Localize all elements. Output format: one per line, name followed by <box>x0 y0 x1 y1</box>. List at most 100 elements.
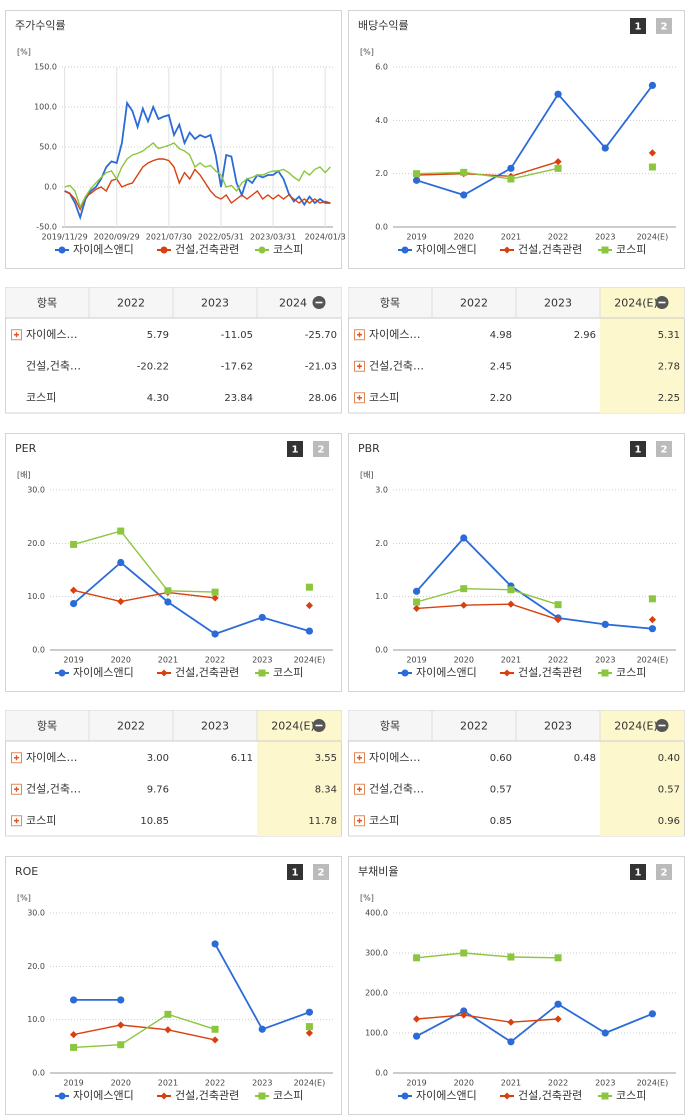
x-tick-label: 2024/01/3 <box>305 233 346 242</box>
row-label: 자이에스… <box>369 751 420 764</box>
page-button[interactable] <box>313 441 329 457</box>
page-button-label[interactable]: 2 <box>318 868 325 879</box>
marker <box>211 594 219 602</box>
series-line <box>64 158 331 212</box>
chart-panel: 주가수익률 [%] -50.0 0.0 50.0 100.0 150.0 2019/11/29… <box>5 10 346 269</box>
marker <box>554 90 562 98</box>
column-header: 2024(E) <box>614 297 658 310</box>
expand-plus <box>357 818 362 824</box>
expand-plus <box>14 332 19 338</box>
legend-marker <box>401 246 409 254</box>
legend-marker <box>503 1092 511 1100</box>
expand-plus <box>357 363 362 369</box>
column-header: 항목 <box>380 297 400 310</box>
marker <box>554 954 562 962</box>
x-tick-label: 2022 <box>548 1079 568 1088</box>
marker <box>460 168 468 176</box>
chart-title: 주가수익률 <box>15 19 66 32</box>
page-button[interactable] <box>630 441 646 457</box>
legend-label: 건설,건축관련 <box>175 243 239 256</box>
legend-marker <box>258 1092 266 1100</box>
page-button[interactable] <box>630 18 646 34</box>
page-button-label[interactable]: 2 <box>661 445 668 456</box>
x-tick-label: 2021 <box>158 1079 178 1088</box>
legend-label: 건설,건축관련 <box>518 1089 582 1102</box>
marker <box>117 1041 125 1049</box>
page-button[interactable] <box>656 864 672 880</box>
table-cell: 9.76 <box>147 784 169 795</box>
y-tick-label: 100.0 <box>365 1029 388 1038</box>
marker <box>460 1007 468 1015</box>
y-tick-label: 150.0 <box>34 63 57 72</box>
page-button[interactable] <box>656 18 672 34</box>
panel-border <box>348 856 685 1115</box>
page-button-label[interactable]: 1 <box>635 868 642 879</box>
legend-label: 건설,건축관련 <box>518 243 582 256</box>
x-tick-label: 2023 <box>595 1079 615 1088</box>
page-button[interactable] <box>630 864 646 880</box>
panel-border <box>348 10 685 269</box>
page-button-label[interactable]: 2 <box>661 868 668 879</box>
table-cell: 2.78 <box>658 361 680 372</box>
marker <box>507 1038 515 1046</box>
y-tick-label: 20.0 <box>27 539 45 548</box>
page-button-label[interactable]: 1 <box>292 868 299 879</box>
legend-label: 자이에스앤디 <box>73 666 134 679</box>
legend-marker <box>503 246 511 254</box>
unit-label: [배] <box>360 471 374 480</box>
y-tick-label: -50.0 <box>36 223 57 232</box>
table-cell: 5.79 <box>147 330 169 341</box>
marker <box>412 176 421 184</box>
y-tick-label: 20.0 <box>27 962 45 971</box>
row-label: 건설,건축… <box>369 782 424 795</box>
page-button-label[interactable]: 1 <box>292 445 299 456</box>
chart-panel: ROE 1 2 [%] 0.0 10.0 20.0 30.0 2019 2020 2021 2022 2… <box>5 856 342 1115</box>
marker <box>117 996 125 1004</box>
y-tick-label: 3.0 <box>375 486 388 495</box>
legend-marker <box>58 669 66 677</box>
marker <box>164 598 172 606</box>
page-button-label[interactable]: 2 <box>661 22 668 33</box>
page-button-label[interactable]: 1 <box>635 445 642 456</box>
y-tick-label: 1.0 <box>375 592 388 601</box>
page-button[interactable] <box>313 864 329 880</box>
highlight-column <box>600 287 684 413</box>
legend-label: 건설,건축관련 <box>175 1089 239 1102</box>
marker <box>554 164 562 172</box>
x-tick-label: 2021 <box>501 656 521 665</box>
table-cell: -21.03 <box>305 361 337 372</box>
page-button[interactable] <box>287 441 303 457</box>
table-cell: 28.06 <box>308 393 337 404</box>
marker <box>305 627 314 635</box>
y-tick-label: 0.0 <box>32 1069 45 1078</box>
marker <box>507 586 515 594</box>
x-tick-label: 2020 <box>454 1079 474 1088</box>
unit-label: [%] <box>17 894 31 903</box>
y-tick-label: 200.0 <box>365 989 388 998</box>
page-button-label[interactable]: 1 <box>635 22 642 33</box>
page-button[interactable] <box>656 441 672 457</box>
legend-marker <box>58 1092 66 1100</box>
x-tick-label: 2023 <box>252 656 272 665</box>
x-tick-label: 2022 <box>548 233 568 242</box>
table-cell: 6.11 <box>231 753 253 764</box>
table-cell: 0.57 <box>658 784 680 795</box>
x-tick-label: 2021 <box>158 656 178 665</box>
column-header: 2022 <box>117 297 145 310</box>
table-cell: 10.85 <box>140 816 169 827</box>
row-label: 자이에스… <box>369 328 420 341</box>
column-header: 2023 <box>201 297 229 310</box>
marker <box>258 613 266 622</box>
legend-marker <box>160 669 168 677</box>
page-button-label[interactable]: 2 <box>318 445 325 456</box>
page-button[interactable] <box>287 864 303 880</box>
marker <box>507 1018 515 1026</box>
table-cell: 0.57 <box>490 784 512 795</box>
marker <box>164 1010 172 1018</box>
y-tick-label: 50.0 <box>39 143 57 152</box>
marker <box>507 953 515 961</box>
column-header: 항목 <box>37 720 57 733</box>
table-cell: 2.96 <box>574 330 596 341</box>
y-tick-label: 10.0 <box>27 592 45 601</box>
data-table: 항목 2022 2023 2024 자이에스… 5.79 -11.05 -25.70 건설,건축… <box>5 287 342 414</box>
